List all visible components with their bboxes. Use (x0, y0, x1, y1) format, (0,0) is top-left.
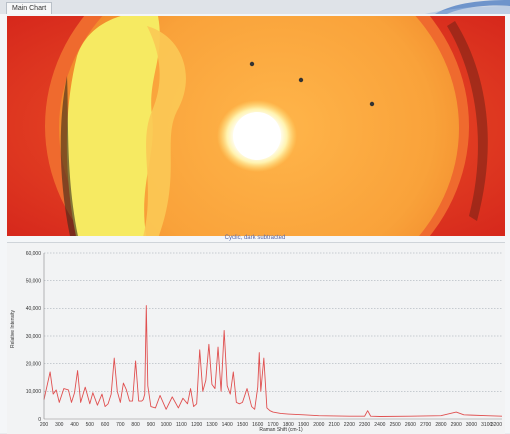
sample-image (7, 16, 505, 236)
spectrum-series-line (43, 305, 503, 417)
y-tick-label: 0 (38, 417, 41, 423)
x-tick-label: 1500 (237, 422, 248, 428)
x-tick-label: 300 (55, 422, 64, 428)
x-tick-label: 2700 (420, 422, 431, 428)
x-tick-label: 1200 (191, 422, 202, 428)
y-tick-label: 40,000 (26, 306, 42, 312)
y-tick-label: 60,000 (26, 251, 42, 257)
x-tick-label: 2600 (405, 422, 416, 428)
grid-lines (44, 252, 502, 392)
x-tick-label: 1900 (298, 422, 309, 428)
x-tick-label: 2800 (435, 422, 446, 428)
x-tick-labels: 200 300 400 500 600 700 800 900 1000 1100 1200 1300… (40, 422, 502, 428)
x-tick-label: 1100 (176, 422, 187, 428)
x-tick-label: 1800 (283, 422, 294, 428)
y-tick-label: 30,000 (26, 334, 42, 340)
x-tick-label: 1400 (222, 422, 233, 428)
tab-main-chart[interactable]: Main Chart (6, 2, 53, 14)
x-tick-label: 900 (147, 422, 156, 428)
x-tick-label: 600 (101, 422, 110, 428)
x-tick-label: 2300 (359, 422, 370, 428)
tab-bar: Main Chart (0, 0, 510, 15)
x-tick-label: 1700 (267, 422, 278, 428)
x-tick-label: 3200 (491, 422, 502, 428)
x-tick-label: 1300 (206, 422, 217, 428)
y-tick-label: 10,000 (26, 389, 42, 395)
x-tick-label: 2200 (344, 422, 355, 428)
x-tick-label: 800 (131, 422, 140, 428)
series-group (43, 305, 503, 417)
y-tick-label: 50,000 (26, 278, 42, 284)
x-tick-label: 1000 (161, 422, 172, 428)
x-tick-label: 1600 (252, 422, 263, 428)
x-tick-label: 3000 (466, 422, 477, 428)
sample-image-view[interactable] (7, 16, 505, 236)
y-axis-title-group: Relative Intensity (10, 309, 16, 348)
y-tick-labels: 0 10,000 20,000 30,000 40,000 50,000 60,000 (26, 251, 42, 423)
spectrum-chart-svg: Relative Intensity Raman Shift (cm-1) 0 1… (10, 251, 503, 433)
spectrum-chart[interactable]: Relative Intensity Raman Shift (cm-1) 0 1… (7, 242, 505, 434)
brand-swoosh-icon (425, 0, 510, 14)
y-axis-title: Relative Intensity (10, 309, 16, 348)
x-tick-label: 700 (116, 422, 125, 428)
x-tick-label: 2500 (390, 422, 401, 428)
x-tick-label: 2000 (313, 422, 324, 428)
x-tick-label: 400 (70, 422, 79, 428)
chart-title: Cyclic, dark subtracted (224, 235, 286, 241)
x-tick-label: 200 (40, 422, 49, 428)
x-axis-title: Raman Shift (cm-1) (259, 427, 303, 433)
x-tick-label: 2900 (451, 422, 462, 428)
x-tick-label: 2400 (374, 422, 385, 428)
x-tick-label: 2100 (329, 422, 340, 428)
x-tick-label: 3100 (481, 422, 492, 428)
x-tick-label: 500 (86, 422, 95, 428)
y-tick-label: 20,000 (26, 361, 42, 367)
main-chart-panel: Cyclic, dark subtracted Relative Intensi… (0, 14, 510, 434)
